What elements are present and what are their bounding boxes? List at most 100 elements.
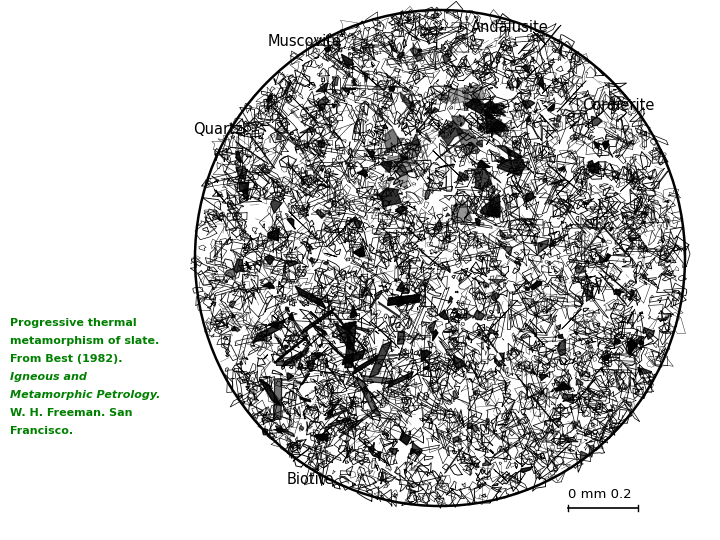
Polygon shape [269,322,279,329]
Polygon shape [354,336,368,353]
Polygon shape [276,362,294,366]
Polygon shape [398,79,400,84]
Polygon shape [341,88,356,92]
Polygon shape [317,334,325,338]
Polygon shape [341,321,356,331]
Polygon shape [339,408,377,438]
Polygon shape [311,323,327,335]
Polygon shape [286,261,298,266]
Polygon shape [405,139,421,157]
Polygon shape [467,335,469,340]
Polygon shape [454,356,465,369]
Polygon shape [603,140,609,150]
Polygon shape [453,436,462,443]
Polygon shape [636,336,642,343]
Polygon shape [329,46,331,50]
Polygon shape [268,228,279,241]
Polygon shape [433,329,438,341]
Polygon shape [483,281,489,288]
Polygon shape [431,107,438,113]
Text: Francisco.: Francisco. [10,426,73,436]
Polygon shape [384,129,405,152]
Polygon shape [454,308,456,310]
Polygon shape [600,255,606,263]
Polygon shape [276,134,281,140]
Polygon shape [476,140,482,147]
Polygon shape [425,190,431,200]
Polygon shape [367,150,374,158]
Polygon shape [332,311,354,338]
Polygon shape [557,339,565,356]
Polygon shape [320,167,323,171]
Polygon shape [558,166,565,171]
Polygon shape [325,48,330,52]
Polygon shape [490,122,505,136]
Polygon shape [642,212,647,215]
Polygon shape [588,160,595,167]
Polygon shape [557,114,561,122]
Polygon shape [240,361,243,365]
Polygon shape [588,446,594,457]
Polygon shape [487,207,499,216]
Polygon shape [576,379,583,386]
Polygon shape [472,425,480,433]
Polygon shape [274,379,282,420]
Polygon shape [328,399,342,417]
Polygon shape [462,313,473,320]
Polygon shape [236,166,247,179]
Polygon shape [390,86,395,91]
Polygon shape [276,426,294,437]
Polygon shape [224,269,235,277]
Polygon shape [575,266,586,273]
Polygon shape [263,282,274,288]
Polygon shape [556,382,572,391]
Polygon shape [421,350,431,361]
Polygon shape [535,333,536,336]
Polygon shape [550,241,554,245]
Polygon shape [353,78,356,86]
Polygon shape [451,116,465,126]
Polygon shape [310,258,313,262]
Polygon shape [472,310,485,320]
Polygon shape [418,49,422,52]
Polygon shape [471,168,492,188]
Polygon shape [388,42,397,52]
Polygon shape [629,241,633,249]
Polygon shape [550,239,555,246]
Polygon shape [232,313,235,318]
Text: Metamorphic Petrology.: Metamorphic Petrology. [10,390,161,400]
Polygon shape [234,259,244,273]
Polygon shape [594,141,599,148]
Polygon shape [389,448,399,455]
Polygon shape [638,367,642,372]
Polygon shape [453,200,472,224]
Polygon shape [563,436,578,442]
Text: Cordierite: Cordierite [582,98,654,145]
Polygon shape [232,326,236,330]
Polygon shape [484,101,505,116]
Polygon shape [438,310,448,319]
Polygon shape [342,350,365,364]
Polygon shape [428,321,436,334]
Ellipse shape [195,10,685,506]
Polygon shape [285,307,289,312]
Polygon shape [348,91,349,95]
Polygon shape [378,188,401,207]
Polygon shape [319,344,323,348]
Polygon shape [473,91,480,100]
Polygon shape [473,391,476,395]
Polygon shape [396,164,408,177]
Polygon shape [328,343,357,370]
Polygon shape [335,323,356,352]
Polygon shape [321,330,325,334]
Polygon shape [288,313,294,320]
Polygon shape [485,285,487,287]
Polygon shape [538,77,544,90]
Polygon shape [439,120,464,146]
Polygon shape [345,322,356,368]
Polygon shape [494,356,501,367]
Polygon shape [316,210,325,218]
Polygon shape [236,151,241,163]
Polygon shape [328,212,331,215]
Polygon shape [449,86,469,104]
